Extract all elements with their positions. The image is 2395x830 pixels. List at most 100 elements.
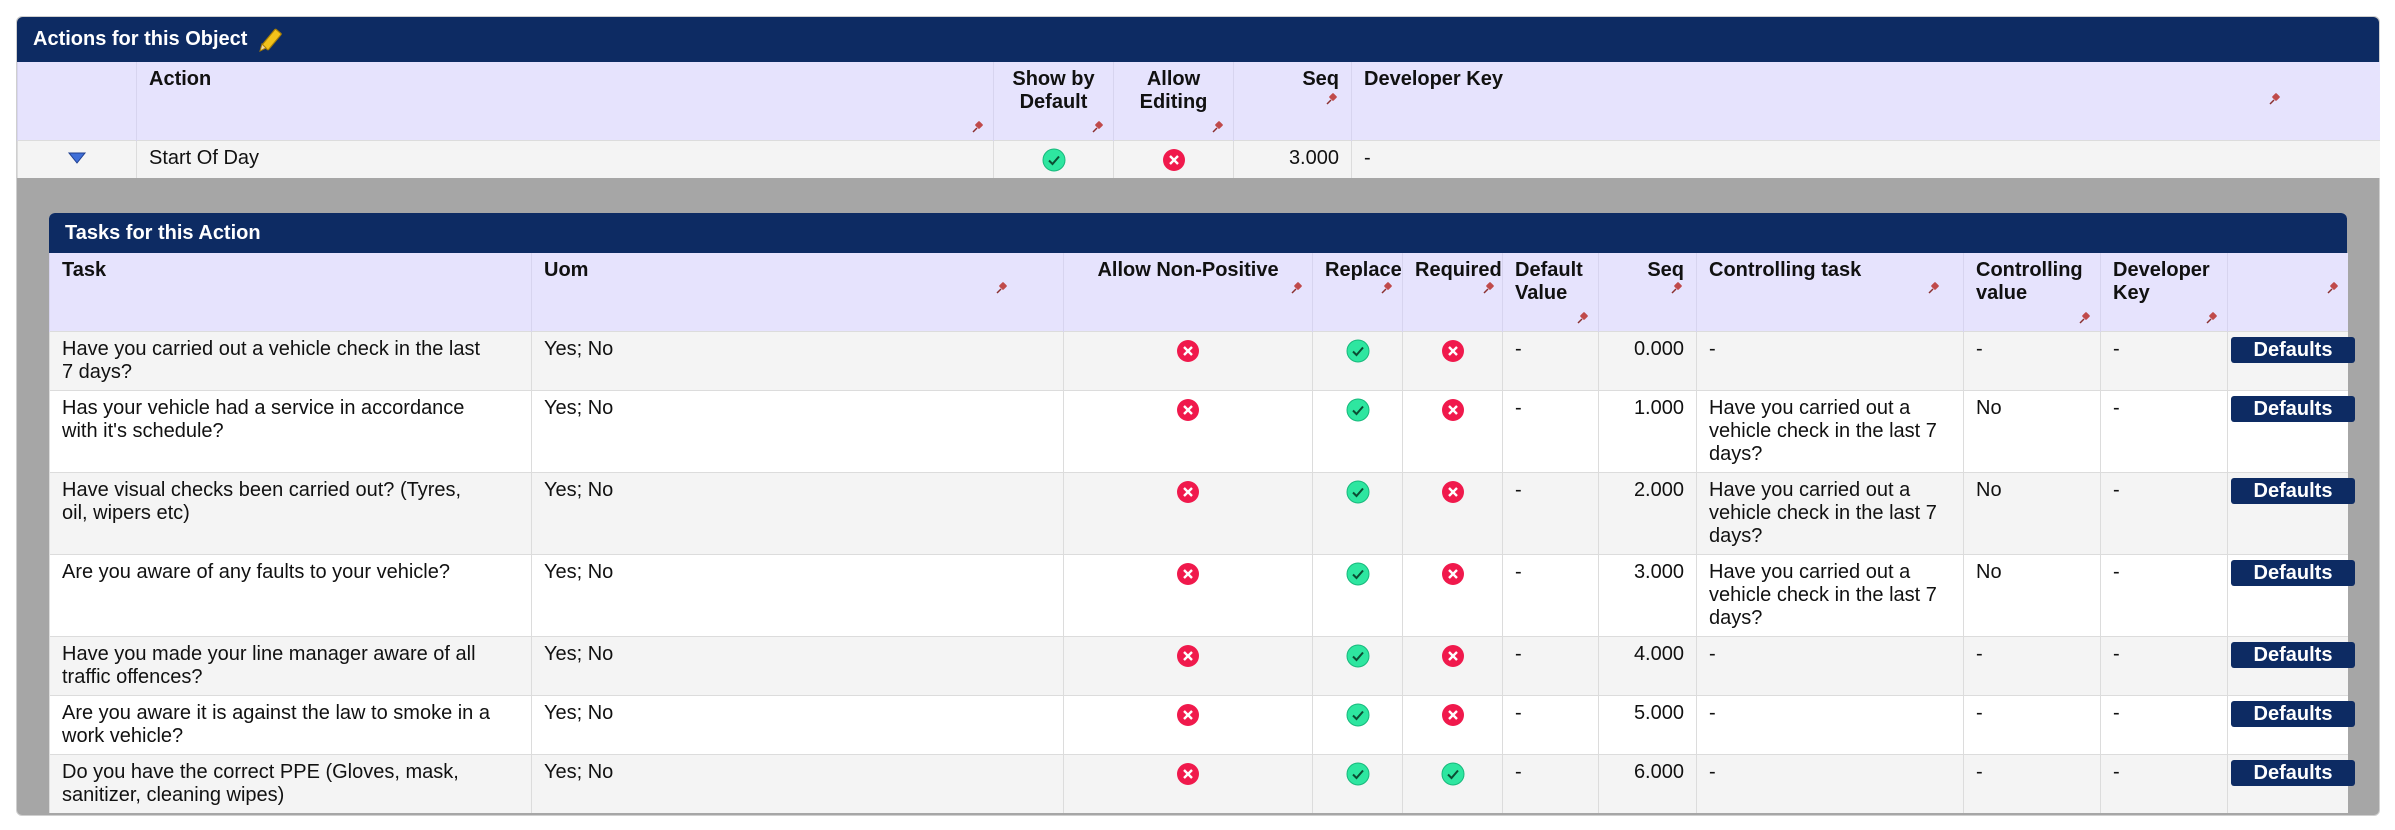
defaults-cell: Defaults [2227,694,2355,754]
controlling-task-cell: - [1696,330,1964,390]
developer-key-cell: - [2100,553,2228,636]
seq-cell: 1.000 [1598,389,1697,472]
pin-icon[interactable] [1380,281,1394,295]
column-header-developer-key[interactable]: Developer Key [2100,253,2228,331]
pin-icon[interactable] [1290,281,1304,295]
column-header-action[interactable]: Action [136,62,994,140]
pin-icon[interactable] [1927,281,1941,295]
cross-icon [1177,339,1199,362]
task-text: Have you made your line manager aware of… [62,642,476,688]
uom-cell: Yes; No [531,635,1064,695]
tasks-panel-title: Tasks for this Action [65,221,261,244]
expand-toggle[interactable] [17,139,137,178]
pin-icon[interactable] [995,281,1009,295]
defaults-button[interactable]: Defaults [2231,559,2355,586]
pin-icon[interactable] [1670,281,1684,295]
defaults-button[interactable]: Defaults [2231,395,2355,422]
check-icon [1346,480,1369,503]
check-icon [1346,339,1369,362]
column-header-developer-key[interactable]: Developer Key [1351,62,2380,140]
defaults-cell: Defaults [2227,471,2355,554]
uom-cell: Yes; No [531,389,1064,472]
pin-icon[interactable] [1482,281,1496,295]
pin-icon[interactable] [1091,120,1105,134]
task-row[interactable]: Are you aware it is against the law to s… [49,694,2355,754]
column-header-controlling-task[interactable]: Controlling task [1696,253,1964,331]
column-header-replace[interactable]: Replace [1312,253,1403,331]
seq-cell: 6.000 [1598,753,1697,813]
controlling-value-cell: - [1963,635,2101,695]
task-row[interactable]: Has your vehicle had a service in accord… [49,389,2355,472]
column-header-required[interactable]: Required [1402,253,1503,331]
developer-key-cell: - [2100,471,2228,554]
controlling-task-cell: Have you carried out a vehicle check in … [1696,553,1964,636]
pencil-icon[interactable] [257,27,283,53]
column-header-show-by-default[interactable]: Show by Default [993,62,1114,140]
replace-cell [1312,753,1403,813]
column-header-actions[interactable] [2227,253,2348,331]
cross-icon [1162,148,1185,171]
default-value-cell: - [1502,330,1599,390]
task-row[interactable]: Are you aware of any faults to your vehi… [49,553,2355,636]
pin-icon[interactable] [1576,311,1590,325]
cross-icon [1177,762,1199,785]
defaults-button[interactable]: Defaults [2231,641,2355,668]
column-header-task[interactable]: Task [49,253,532,331]
task-text: Have you carried out a vehicle check in … [62,337,480,383]
replace-cell [1312,471,1403,554]
tasks-table: Task Uom Allow Non-Positive Replace Required… [49,253,2355,813]
action-row[interactable]: Start Of Day 3.000- [17,139,2380,178]
pin-icon[interactable] [1211,120,1225,134]
check-icon [1346,644,1369,667]
task-row[interactable]: Have you made your line manager aware of… [49,635,2355,695]
defaults-button[interactable]: Defaults [2231,336,2355,363]
allow-non-positive-cell [1063,553,1313,636]
column-header-allow-editing[interactable]: Allow Editing [1113,62,1234,140]
pin-icon[interactable] [2205,311,2219,325]
task-text: Do you have the correct PPE (Gloves, mas… [62,760,459,806]
column-header-uom[interactable]: Uom [531,253,1064,331]
pin-icon[interactable] [2268,92,2282,106]
check-icon [1441,762,1464,785]
seq-cell: 2.000 [1598,471,1697,554]
controlling-task-cell: - [1696,635,1964,695]
column-header-default-value[interactable]: Default Value [1502,253,1599,331]
column-header-seq[interactable]: Seq [1233,62,1352,140]
defaults-button[interactable]: Defaults [2231,700,2355,727]
task-cell: Have visual checks been carried out? (Ty… [49,471,532,554]
developer-key-cell: - [2100,330,2228,390]
pin-icon[interactable] [2078,311,2092,325]
task-row[interactable]: Have visual checks been carried out? (Ty… [49,471,2355,554]
developer-key-cell: - [2100,635,2228,695]
cross-icon [1177,644,1199,667]
chevron-down-icon[interactable] [67,151,87,165]
pin-icon[interactable] [971,120,985,134]
defaults-cell: Defaults [2227,635,2355,695]
replace-cell [1312,635,1403,695]
replace-cell [1312,694,1403,754]
cross-icon [1441,562,1464,585]
defaults-cell: Defaults [2227,389,2355,472]
object-container: Actions for this Object Action Show by [16,16,2380,816]
column-header-controlling-value[interactable]: Controlling value [1963,253,2101,331]
tasks-panel: Tasks for this Action Task Uom Allow Non-P… [49,213,2355,813]
cross-icon [1177,398,1199,421]
column-header-allow-non-positive[interactable]: Allow Non-Positive [1063,253,1313,331]
controlling-value-cell: No [1963,471,2101,554]
task-row[interactable]: Have you carried out a vehicle check in … [49,330,2355,390]
actions-panel-header: Actions for this Object [17,17,2379,62]
column-header-seq[interactable]: Seq [1598,253,1697,331]
replace-cell [1312,389,1403,472]
default-value-cell: - [1502,471,1599,554]
seq-cell: 3.000 [1598,553,1697,636]
required-cell [1402,553,1503,636]
uom-cell: Yes; No [531,753,1064,813]
task-text: Have visual checks been carried out? (Ty… [62,478,462,524]
pin-icon[interactable] [1325,92,1339,106]
check-icon [1346,398,1369,421]
pin-icon[interactable] [2326,281,2340,295]
tasks-panel-header: Tasks for this Action [49,213,2347,253]
defaults-button[interactable]: Defaults [2231,477,2355,504]
defaults-button[interactable]: Defaults [2231,759,2355,786]
task-row[interactable]: Do you have the correct PPE (Gloves, mas… [49,753,2355,813]
